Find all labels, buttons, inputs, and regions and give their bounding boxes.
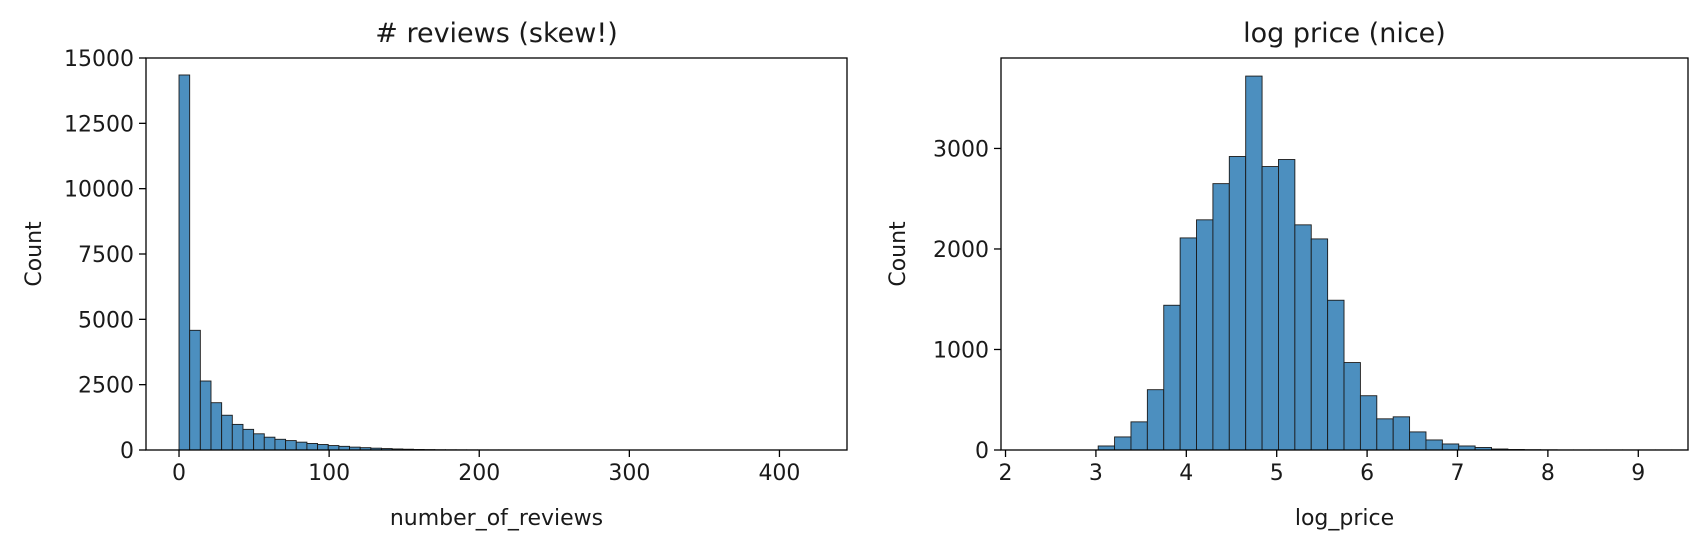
bar: [254, 434, 265, 450]
bar: [286, 441, 297, 450]
bar: [1426, 440, 1442, 450]
bar: [243, 429, 254, 450]
bar: [318, 445, 329, 450]
bar: [1328, 300, 1344, 450]
bar: [190, 330, 201, 450]
x-tick-label: 2: [999, 461, 1013, 486]
x-tick-label: 0: [172, 461, 186, 486]
y-tick-label: 5000: [78, 308, 134, 333]
x-tick-label: 8: [1541, 461, 1555, 486]
bar: [264, 437, 275, 450]
bar: [1197, 220, 1213, 450]
bar: [1262, 167, 1278, 450]
bars-reviews: [179, 75, 808, 450]
chart-panel-logprice: 2 3 4 5 6 7 8 9 0 1000 2000 3000 log price (nice) log…: [886, 18, 1688, 531]
x-tick-label: 100: [308, 461, 350, 486]
bar: [179, 75, 190, 450]
y-tick-label: 10000: [64, 178, 134, 203]
bar: [1442, 444, 1458, 450]
chart-panel-reviews: 0 100 200 300 400 0 2500 5000 7500 10000 12500 1500…: [22, 18, 847, 531]
bar: [275, 439, 286, 450]
bar: [1246, 76, 1262, 450]
x-tick-label: 7: [1450, 461, 1464, 486]
x-tick-label: 3: [1089, 461, 1103, 486]
bar: [1295, 225, 1311, 450]
y-tick-label: 2500: [78, 374, 134, 399]
bar: [211, 403, 222, 450]
y-tick-label: 3000: [933, 137, 989, 162]
y-tick-label: 0: [975, 439, 989, 464]
bar: [1344, 363, 1360, 450]
bar: [1213, 184, 1229, 450]
x-tick-label: 300: [608, 461, 650, 486]
bar: [307, 443, 318, 450]
x-tick-label: 200: [458, 461, 500, 486]
bar: [1229, 157, 1245, 451]
chart-title-reviews: # reviews (skew!): [375, 18, 617, 49]
x-tick-label: 5: [1270, 461, 1284, 486]
bar: [1180, 238, 1196, 450]
bar: [200, 381, 211, 450]
x-tick-label: 4: [1179, 461, 1193, 486]
bar: [1377, 419, 1393, 450]
bar: [1410, 432, 1426, 450]
bar: [222, 415, 233, 450]
x-axis-label-logprice: log_price: [1295, 506, 1394, 531]
y-tick-label: 7500: [78, 243, 134, 268]
y-axis-label-logprice: Count: [886, 221, 911, 287]
y-tick-label: 12500: [64, 112, 134, 137]
bar: [232, 424, 243, 450]
bar: [1147, 390, 1163, 450]
x-tick-label: 6: [1360, 461, 1374, 486]
x-tick-label: 400: [758, 461, 800, 486]
y-tick-label: 2000: [933, 238, 989, 263]
y-axis-label-reviews: Count: [22, 221, 47, 287]
bar: [296, 442, 307, 450]
x-tick-label: 9: [1631, 461, 1645, 486]
bars-logprice: [1098, 76, 1688, 450]
bar: [1360, 396, 1376, 450]
y-tick-label: 15000: [64, 47, 134, 72]
bar: [328, 446, 339, 450]
bar: [1311, 239, 1327, 450]
bar: [1164, 305, 1180, 450]
x-axis-label-reviews: number_of_reviews: [390, 506, 603, 531]
bar: [1393, 417, 1409, 450]
chart-title-logprice: log price (nice): [1243, 18, 1446, 49]
plot-frame-reviews: [146, 58, 847, 450]
y-tick-label: 0: [120, 439, 134, 464]
bar: [1115, 437, 1131, 450]
bar: [1131, 422, 1147, 450]
y-tick-label: 1000: [933, 338, 989, 363]
bar: [1278, 160, 1294, 450]
